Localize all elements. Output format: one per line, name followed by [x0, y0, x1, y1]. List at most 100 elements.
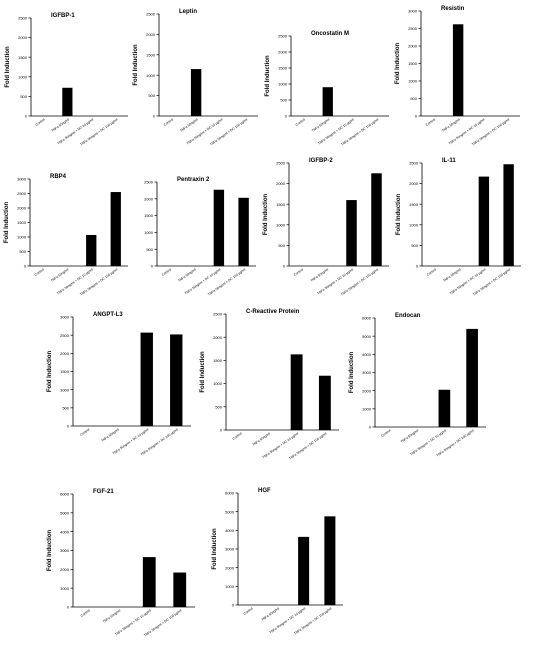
- y-tick-label: 2000: [409, 181, 419, 186]
- y-tick-label: 4000: [225, 528, 235, 533]
- y-tick-label: 1000: [225, 584, 235, 589]
- y-axis-label: Fold Induction: [212, 528, 218, 570]
- y-tick-label: 2500: [17, 191, 27, 196]
- chart-title: Oncostatin M: [311, 31, 349, 37]
- x-tick-label: TNFα 50ng/ml: [311, 117, 331, 132]
- y-tick-label: 1000: [144, 230, 154, 235]
- y-tick-label: 4000: [362, 352, 372, 357]
- x-tick-label: Control: [161, 267, 172, 277]
- bar: [213, 189, 225, 266]
- chart-title: Endocan: [395, 313, 421, 319]
- chart-title: ANGPT-L3: [93, 312, 123, 318]
- y-tick-label: 0: [416, 264, 419, 269]
- y-tick-label: 3000: [362, 370, 372, 375]
- y-tick-label: 1000: [18, 74, 28, 79]
- y-tick-label: 2500: [408, 26, 418, 31]
- y-tick-label: 1000: [146, 73, 156, 78]
- y-tick-label: 0: [369, 425, 372, 430]
- y-tick-label: 0: [24, 264, 27, 269]
- bar: [142, 557, 156, 607]
- y-tick-label: 500: [215, 404, 222, 409]
- y-tick-label: 500: [278, 243, 285, 248]
- y-axis-label: Fold Induction: [5, 46, 11, 88]
- chart-rbp4: 0 500 1000 1500 2000 2500 3000 Control TNFα 50ng…: [4, 174, 128, 297]
- bar: [140, 332, 153, 426]
- y-tick-label: 500: [146, 247, 153, 252]
- x-tick-label: TNFα 50ng/ml: [100, 427, 120, 442]
- y-tick-label: 5000: [60, 510, 70, 515]
- y-tick-label: 1500: [278, 66, 288, 71]
- y-tick-label: 1000: [60, 586, 70, 591]
- bar: [324, 516, 336, 605]
- y-tick-label: 0: [67, 424, 70, 429]
- x-tick-label: Control: [35, 117, 46, 127]
- y-tick-label: 1000: [409, 222, 419, 227]
- y-tick-label: 1500: [17, 220, 27, 225]
- bar: [478, 176, 490, 266]
- y-tick-label: 2500: [60, 333, 70, 338]
- chart-title: C-Reactive Protein: [246, 309, 300, 315]
- y-tick-label: 3000: [408, 9, 418, 14]
- bar: [322, 87, 333, 116]
- y-tick-label: 1000: [362, 406, 372, 411]
- bar: [173, 572, 187, 607]
- y-axis-label: Fold Induction: [4, 202, 10, 244]
- y-tick-label: 0: [67, 605, 70, 610]
- x-tick-label: TNFα 50ng/ml: [310, 267, 330, 282]
- chart-title: IGFBP-2: [309, 158, 333, 164]
- y-tick-label: 0: [285, 114, 288, 119]
- y-axis-label: Fold Induction: [349, 352, 355, 394]
- bar: [371, 173, 382, 266]
- x-tick-label: Control: [243, 606, 254, 616]
- y-axis-label: Fold Induction: [395, 43, 401, 85]
- y-tick-label: 1000: [60, 387, 70, 392]
- y-tick-label: 500: [411, 243, 418, 248]
- y-tick-label: 2500: [409, 161, 419, 166]
- y-tick-label: 3000: [60, 548, 70, 553]
- y-tick-label: 0: [25, 114, 28, 119]
- y-tick-label: 2000: [144, 196, 154, 201]
- y-tick-label: 1500: [213, 358, 223, 363]
- y-axis-label: Fold Induction: [263, 194, 269, 236]
- y-tick-label: 2000: [278, 50, 288, 55]
- x-tick-label: Control: [79, 427, 90, 437]
- y-tick-label: 2000: [276, 181, 286, 186]
- x-tick-label: Control: [80, 608, 91, 618]
- y-tick-label: 6000: [60, 492, 70, 497]
- x-tick-label: Control: [426, 267, 437, 277]
- y-tick-label: 500: [62, 405, 69, 410]
- y-axis-label: Fold Induction: [133, 44, 139, 86]
- y-tick-label: 2000: [213, 335, 223, 340]
- bar: [318, 375, 331, 430]
- y-tick-label: 2000: [60, 351, 70, 356]
- y-tick-label: 1000: [17, 235, 27, 240]
- chart-title: RBP4: [50, 174, 67, 180]
- y-tick-label: 500: [410, 96, 417, 101]
- x-tick-label: Control: [293, 267, 304, 277]
- y-tick-label: 500: [19, 249, 26, 254]
- x-tick-label: TNFα 50ng/ml: [50, 267, 70, 282]
- x-tick-label: Control: [34, 267, 45, 277]
- bar: [503, 164, 514, 266]
- x-tick-label: TNFα 50ng/ml: [251, 431, 271, 446]
- y-tick-label: 500: [20, 94, 27, 99]
- y-tick-label: 0: [415, 114, 418, 119]
- x-tick-label: Control: [163, 117, 174, 127]
- y-tick-label: 2000: [18, 35, 28, 40]
- y-tick-label: 500: [280, 98, 287, 103]
- y-tick-label: 2000: [60, 567, 70, 572]
- y-tick-label: 5000: [362, 334, 372, 339]
- x-tick-label: Control: [295, 117, 306, 127]
- y-axis-label: Fold Induction: [265, 55, 271, 97]
- y-tick-label: 3000: [17, 177, 27, 182]
- y-tick-label: 0: [283, 264, 286, 269]
- x-tick-label: Control: [232, 431, 243, 441]
- y-tick-label: 1500: [408, 61, 418, 66]
- chart-title: IGFBP-1: [51, 13, 75, 19]
- bar: [62, 87, 73, 116]
- x-tick-label: Control: [425, 117, 436, 127]
